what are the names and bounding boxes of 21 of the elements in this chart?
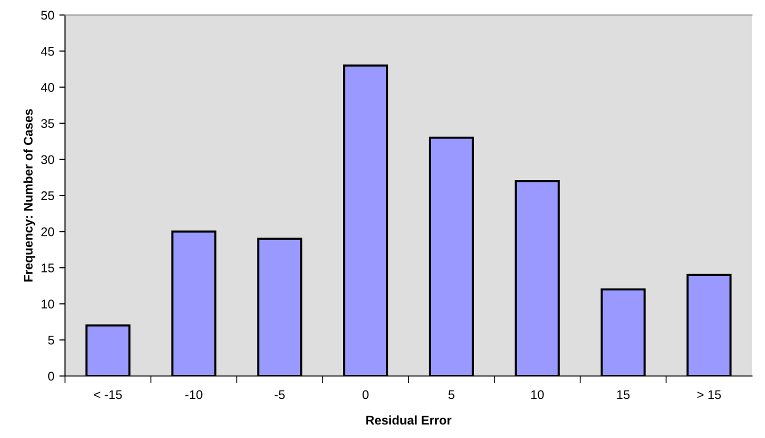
y-tick-label: 40 — [40, 83, 54, 92]
x-tick-label: -5 — [274, 390, 285, 400]
x-tick-label: 15 — [617, 390, 630, 400]
y-tick-label: 30 — [41, 155, 54, 164]
y-tick-label: 10 — [42, 300, 54, 308]
y-axis-title: Frequency: Number of Cases — [23, 109, 36, 282]
y-tick-label: 25 — [41, 191, 54, 200]
x-axis-title: Residual Error — [366, 415, 452, 425]
x-tick-label: 0 — [362, 390, 369, 400]
y-tick-label: 50 — [41, 10, 54, 20]
x-tick-label: -10 — [185, 390, 202, 400]
y-tick-label: 0 — [48, 372, 54, 381]
y-tick-label: 20 — [41, 227, 54, 236]
x-tick-label: > 15 — [697, 390, 721, 400]
y-tick-label: 5 — [48, 336, 54, 345]
x-tick-label: 10 — [531, 390, 544, 400]
y-tick-label: 45 — [40, 47, 54, 56]
y-tick-label: 15 — [42, 264, 54, 272]
x-tick-label: 5 — [448, 390, 454, 400]
x-tick-label: < -15 — [94, 390, 122, 400]
y-tick-label: 35 — [41, 119, 54, 128]
